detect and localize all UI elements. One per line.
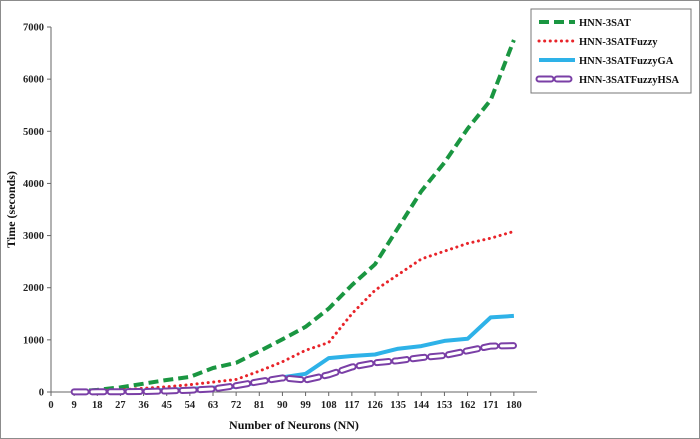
x-tick-label: 90: [277, 400, 288, 411]
series-HNN-3SATFuzzyHSA: [70, 342, 518, 396]
series-line: [73, 39, 516, 394]
legend-item: HNN-3SAT: [539, 18, 631, 29]
x-tick-label: 27: [115, 400, 126, 411]
legend-label: HNN-3SATFuzzyGA: [579, 56, 674, 67]
y-tick-label: 6000: [23, 75, 44, 86]
x-tick-label: 171: [483, 400, 499, 411]
x-tick-label: 36: [138, 400, 149, 411]
y-tick-label: 7000: [23, 23, 44, 34]
legend-label: HNN-3SAT: [579, 18, 631, 29]
x-tick-label: 135: [390, 400, 406, 411]
series-line-inner: [72, 344, 516, 394]
legend-item: HNN-3SATFuzzyGA: [539, 56, 674, 67]
series-layer: [70, 39, 518, 396]
series-HNN-3SAT: [73, 39, 516, 394]
x-tick-label: 72: [231, 400, 242, 411]
y-tick-label: 4000: [23, 179, 44, 190]
x-tick-label: 144: [413, 400, 430, 411]
x-tick-label: 18: [92, 400, 103, 411]
x-tick-label: 9: [72, 400, 77, 411]
x-tick-label: 126: [367, 400, 383, 411]
x-tick-label: 180: [506, 400, 522, 411]
legend: HNN-3SAT HNN-3SATFuzzy HNN-3SATFuzzyGA HNN-…: [530, 8, 692, 94]
y-tick-label: 2000: [23, 283, 44, 294]
legend-label: HNN-3SATFuzzyHSA: [579, 75, 680, 86]
y-tick-label: 0: [39, 388, 44, 399]
x-tick-label: 117: [344, 400, 359, 411]
x-tick-label: 54: [185, 400, 196, 411]
x-tick-label: 99: [300, 400, 311, 411]
x-tick-label: 81: [254, 400, 265, 411]
x-tick-label: 0: [48, 400, 53, 411]
axes: 0 1000 2000 3000 4000 5000 6000 7000 0 9 18 27 36 45 5…: [23, 23, 537, 411]
x-axis-title: Number of Neurons (NN): [229, 418, 359, 432]
series-HNN-3SATFuzzy: [72, 229, 516, 394]
x-tick-label: 153: [437, 400, 453, 411]
x-tick-label: 162: [460, 400, 476, 411]
series-line: [72, 229, 516, 394]
x-tick-label: 45: [161, 400, 172, 411]
legend-item: HNN-3SATFuzzy: [537, 37, 658, 48]
y-axis-title: Time (seconds): [4, 171, 18, 248]
y-tick-label: 3000: [23, 231, 44, 242]
legend-label: HNN-3SATFuzzy: [579, 37, 658, 48]
y-tick-label: 5000: [23, 127, 44, 138]
legend-item: HNN-3SATFuzzyHSA: [535, 75, 680, 86]
x-tick-label: 108: [321, 400, 337, 411]
y-tick-label: 1000: [23, 335, 44, 346]
x-tick-label: 63: [208, 400, 219, 411]
